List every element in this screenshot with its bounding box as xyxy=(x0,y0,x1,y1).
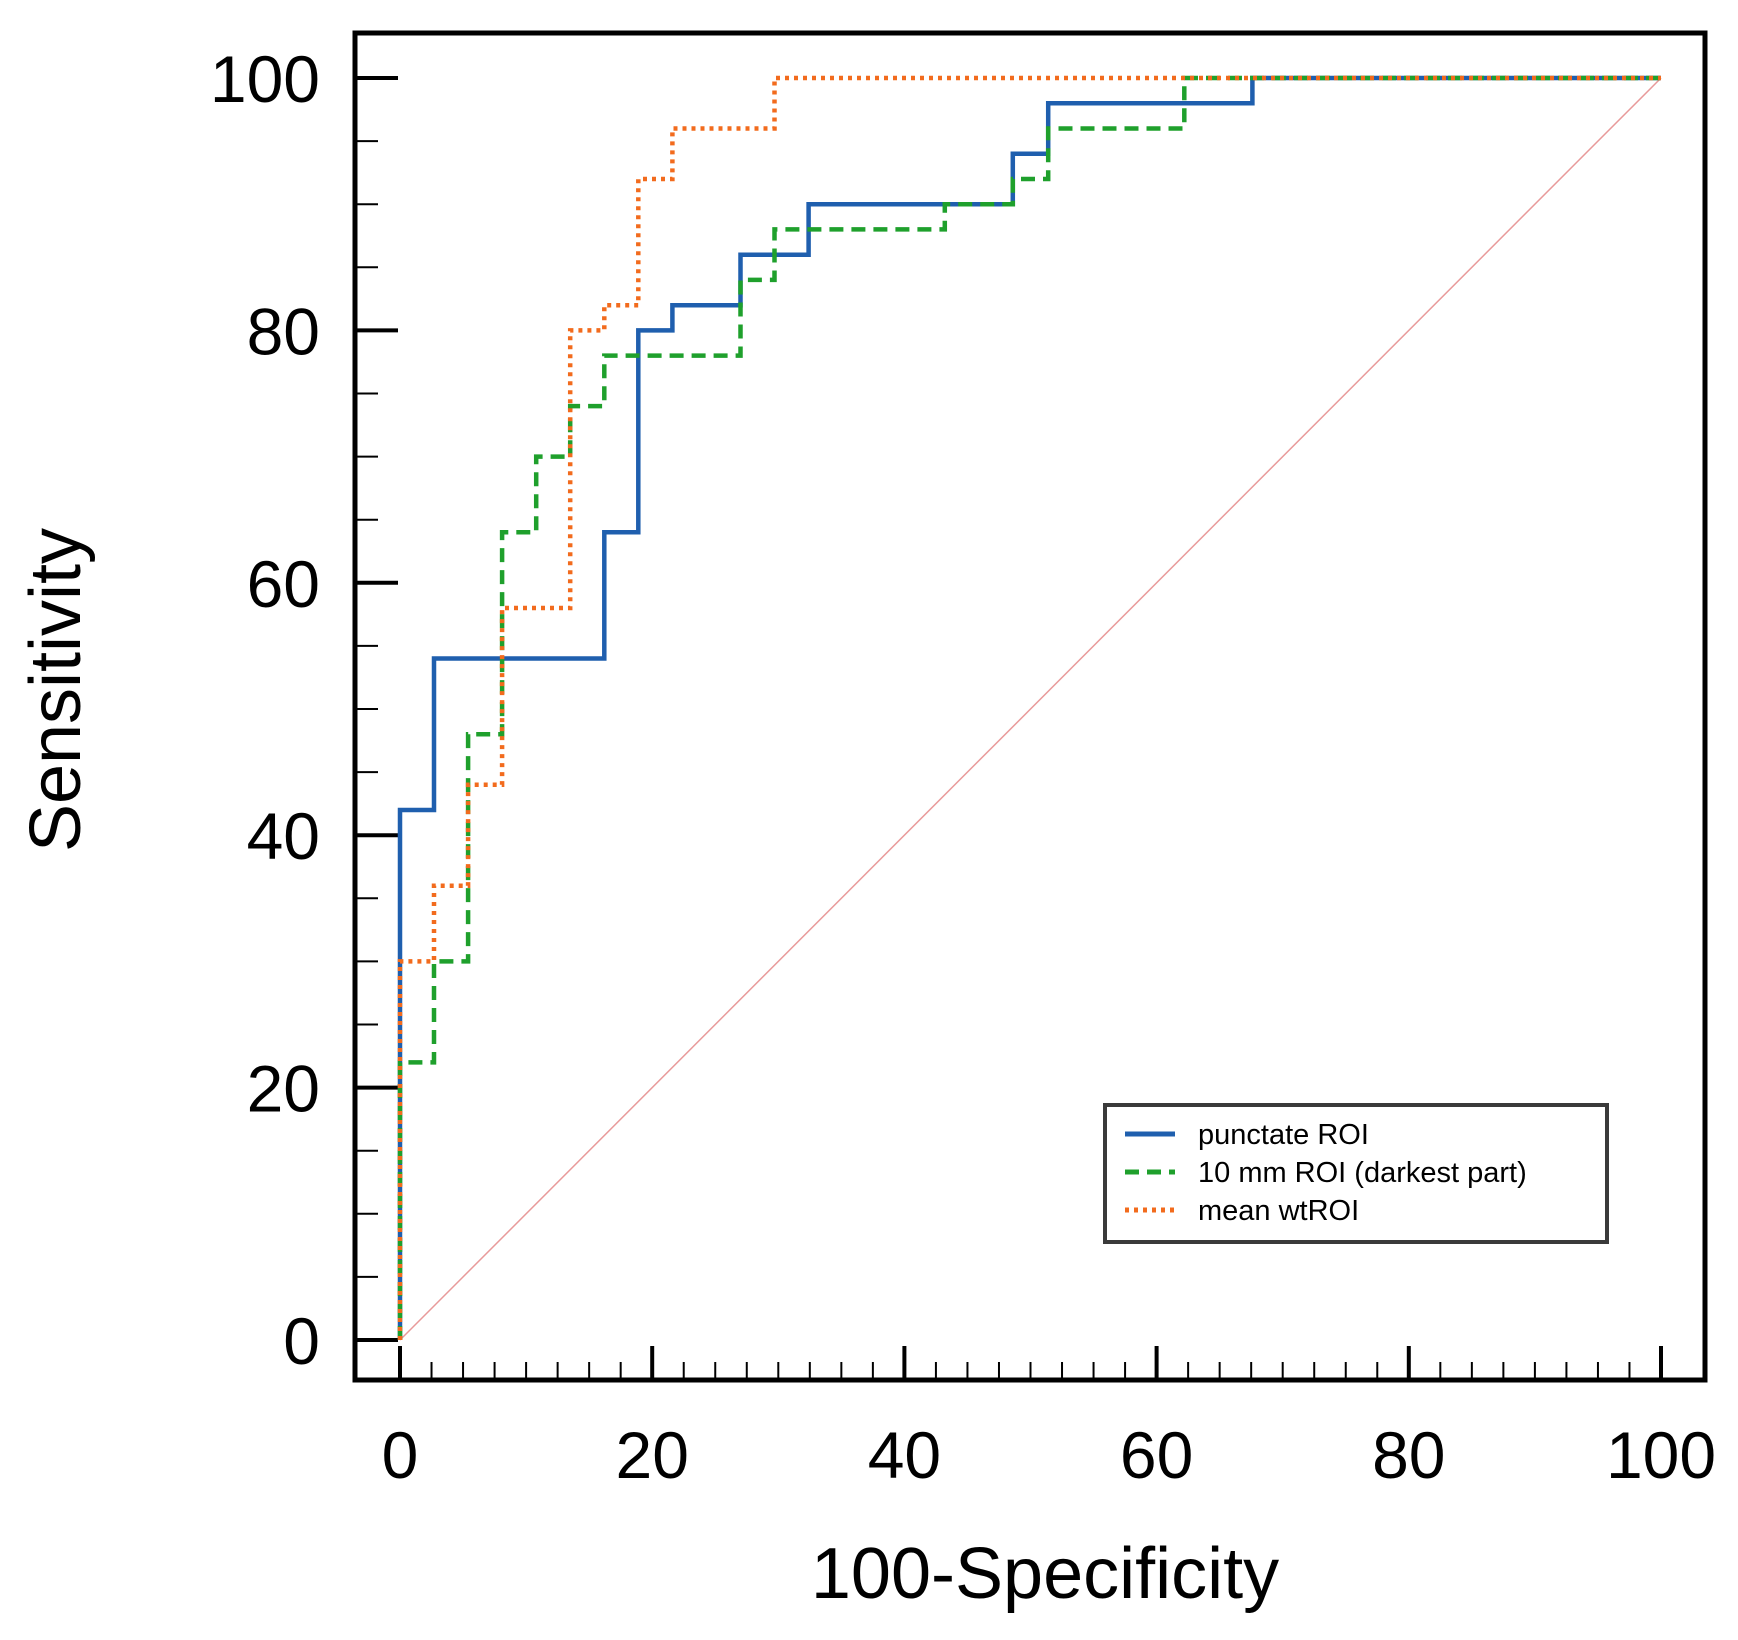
y-axis-title: Sensitivity xyxy=(16,528,96,852)
y-axis-ticks xyxy=(357,76,398,1342)
legend-label-mean-wtroi: mean wtROI xyxy=(1198,1195,1359,1227)
x-axis-title: 100-Specificity xyxy=(811,1534,1279,1614)
x-tick-label: 20 xyxy=(615,1418,688,1492)
x-tick-label: 40 xyxy=(868,1418,941,1492)
legend-label-punctate: punctate ROI xyxy=(1198,1119,1369,1151)
legend: punctate ROI 10 mm ROI (darkest part) me… xyxy=(1103,1103,1609,1244)
x-axis-ticks xyxy=(398,1346,1663,1378)
legend-label-10mm: 10 mm ROI (darkest part) xyxy=(1198,1157,1527,1189)
x-tick-label: 100 xyxy=(1606,1418,1716,1492)
y-tick-label: 0 xyxy=(283,1304,320,1378)
plot-frame xyxy=(352,30,1708,1383)
y-tick-label: 40 xyxy=(247,799,320,873)
y-tick-label: 20 xyxy=(247,1052,320,1126)
legend-box xyxy=(1103,1103,1609,1244)
y-tick-label: 100 xyxy=(210,42,320,116)
series-line-10mm-roi xyxy=(397,75,1661,1340)
y-axis-tick-labels: 0 20 40 60 80 100 xyxy=(210,42,320,1378)
y-tick-label: 80 xyxy=(247,294,320,368)
reference-diagonal-line xyxy=(399,77,1662,1341)
x-axis-tick-labels: 0 20 40 60 80 100 xyxy=(382,1418,1716,1492)
x-tick-label: 80 xyxy=(1372,1418,1445,1492)
x-tick-label: 60 xyxy=(1120,1418,1193,1492)
x-tick-label: 0 xyxy=(382,1418,419,1492)
series-layer xyxy=(397,75,1661,1340)
series-line-mean-wtroi xyxy=(397,75,1661,1340)
y-tick-label: 60 xyxy=(247,547,320,621)
